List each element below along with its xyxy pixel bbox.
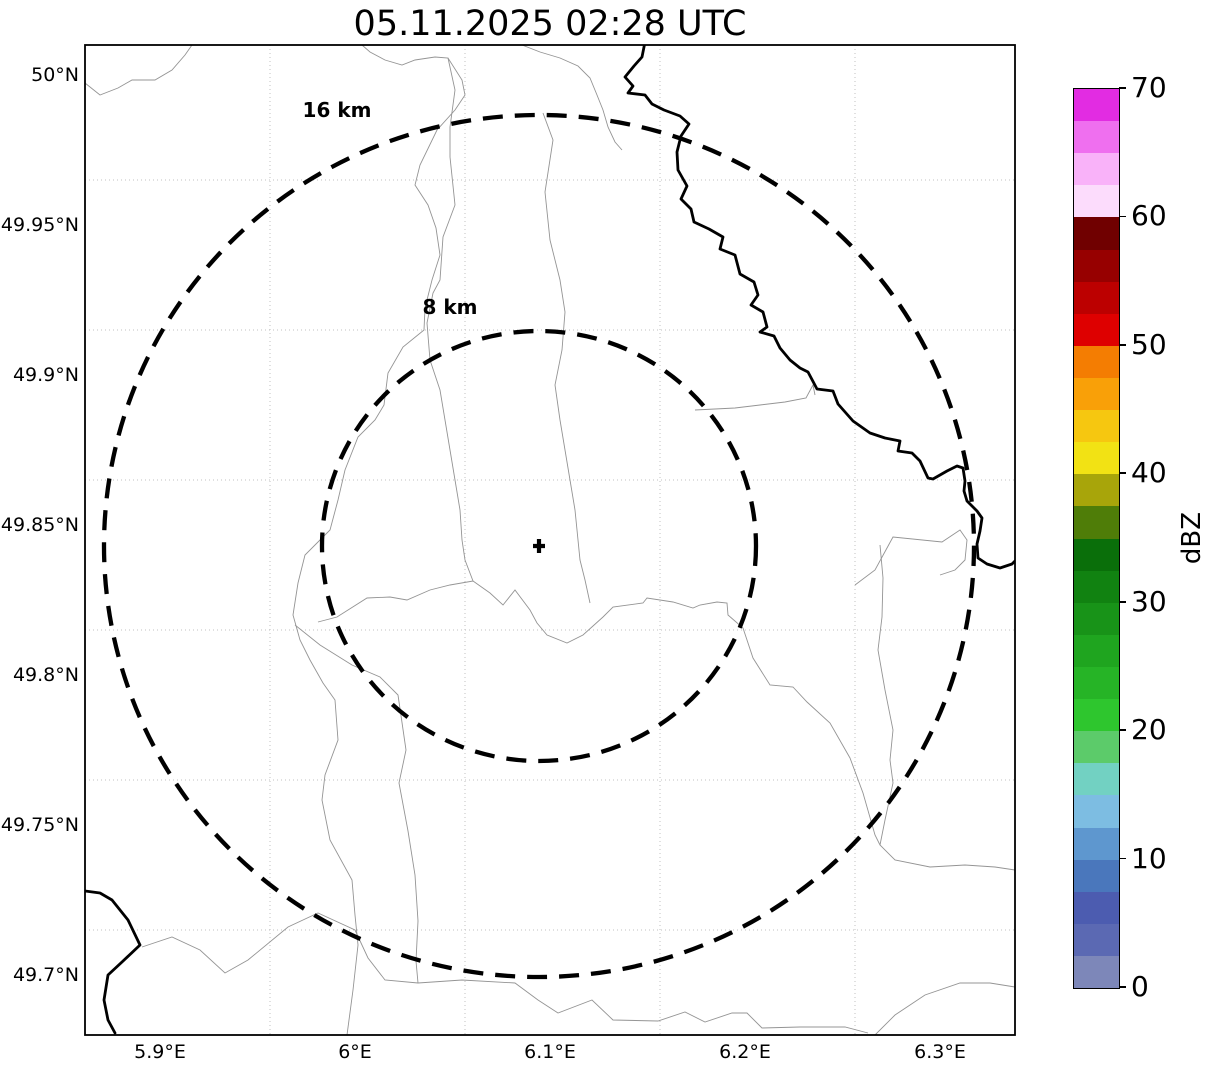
y-tick-label: 49.9°N (12, 364, 79, 386)
colorbar-tick-label: 10 (1131, 841, 1167, 875)
colorbar-segment (1074, 891, 1119, 924)
colorbar-segment (1074, 506, 1119, 539)
colorbar (1073, 88, 1120, 989)
colorbar-segment (1074, 538, 1119, 571)
colorbar-tick-label: 60 (1131, 199, 1167, 233)
colorbar-segment (1074, 410, 1119, 443)
colorbar-segment (1074, 859, 1119, 892)
colorbar-segment (1074, 923, 1119, 956)
x-tick-label: 6.2°E (719, 1041, 771, 1063)
boundary-line (521, 45, 623, 151)
river-lines (85, 45, 1015, 1035)
colorbar-tick-mark (1119, 857, 1126, 860)
colorbar-segment (1074, 345, 1119, 378)
colorbar-segment (1074, 955, 1119, 989)
colorbar-segments (1074, 89, 1119, 989)
colorbar-segment (1074, 827, 1119, 860)
colorbar-tick-label: 20 (1131, 713, 1167, 747)
colorbar-segment (1074, 666, 1119, 700)
x-tick-label: 6°E (338, 1041, 372, 1063)
y-tick-label: 49.95°N (0, 214, 79, 236)
colorbar-tick-label: 0 (1131, 970, 1149, 1003)
colorbar-segment (1074, 313, 1119, 346)
colorbar-tick-mark (1119, 87, 1126, 89)
boundary-line (542, 112, 591, 604)
colorbar-segment (1074, 442, 1119, 475)
y-tick-label: 50°N (31, 64, 79, 86)
y-tick-label: 49.7°N (12, 964, 79, 986)
boundary-line (874, 982, 1015, 1035)
colorbar-segment (1074, 249, 1119, 282)
colorbar-axis-label: dBZ (1177, 511, 1207, 565)
colorbar-segment (1074, 89, 1119, 122)
colorbar-tick-label: 50 (1131, 327, 1167, 361)
plot-border (84, 44, 1016, 1036)
colorbar-tick-mark (1119, 344, 1126, 346)
colorbar-tick-mark (1119, 600, 1126, 603)
colorbar-segment (1074, 121, 1119, 154)
colorbar-segment (1074, 217, 1119, 250)
boundary-line (292, 45, 466, 1035)
colorbar-segment (1074, 763, 1119, 796)
colorbar-tick-mark (1119, 986, 1126, 988)
y-tick-label: 49.75°N (0, 814, 79, 836)
colorbar-tick-mark (1119, 215, 1126, 218)
colorbar-segment (1074, 731, 1119, 764)
colorbar-segment (1074, 570, 1119, 603)
y-tick-label: 49.85°N (0, 514, 79, 536)
colorbar-tick-mark (1119, 472, 1126, 475)
river-line (85, 889, 142, 1035)
boundary-line (694, 383, 816, 411)
x-tick-label: 6.1°E (524, 1041, 576, 1063)
river-line (623, 45, 1015, 570)
range-ring-label-16km: 16 km (302, 98, 372, 122)
radar-site-marker (533, 539, 545, 553)
boundary-line (317, 580, 881, 846)
colorbar-segment (1074, 634, 1119, 667)
x-tick-label: 6.3°E (914, 1041, 966, 1063)
boundary-line (877, 544, 1015, 871)
colorbar-tick-mark (1119, 729, 1126, 731)
boundary-line (85, 45, 193, 96)
x-tick-label: 5.9°E (134, 1041, 186, 1063)
figure-title: 05.11.2025 02:28 UTC (353, 4, 747, 44)
boundary-line (141, 912, 869, 1034)
colorbar-tick-label: 40 (1131, 456, 1167, 490)
boundary-line (294, 624, 419, 984)
colorbar-segment (1074, 281, 1119, 314)
range-ring-8km (319, 328, 759, 764)
colorbar-tick-label: 30 (1131, 584, 1167, 618)
admin-boundaries (85, 45, 1015, 1035)
colorbar-segment (1074, 153, 1119, 186)
colorbar-segment (1074, 185, 1119, 218)
colorbar-segment (1074, 699, 1119, 732)
y-tick-label: 49.8°N (12, 664, 79, 686)
boundary-line (854, 529, 968, 586)
graticule (85, 45, 1015, 1035)
boundary-line (426, 57, 474, 582)
colorbar-segment (1074, 474, 1119, 507)
colorbar-segment (1074, 377, 1119, 411)
colorbar-segment (1074, 795, 1119, 828)
colorbar-tick-label: 70 (1131, 71, 1167, 104)
range-ring-label-8km: 8 km (422, 295, 478, 319)
colorbar-segment (1074, 602, 1119, 635)
range-ring-16km (101, 112, 977, 980)
map-layers (85, 45, 1015, 1035)
